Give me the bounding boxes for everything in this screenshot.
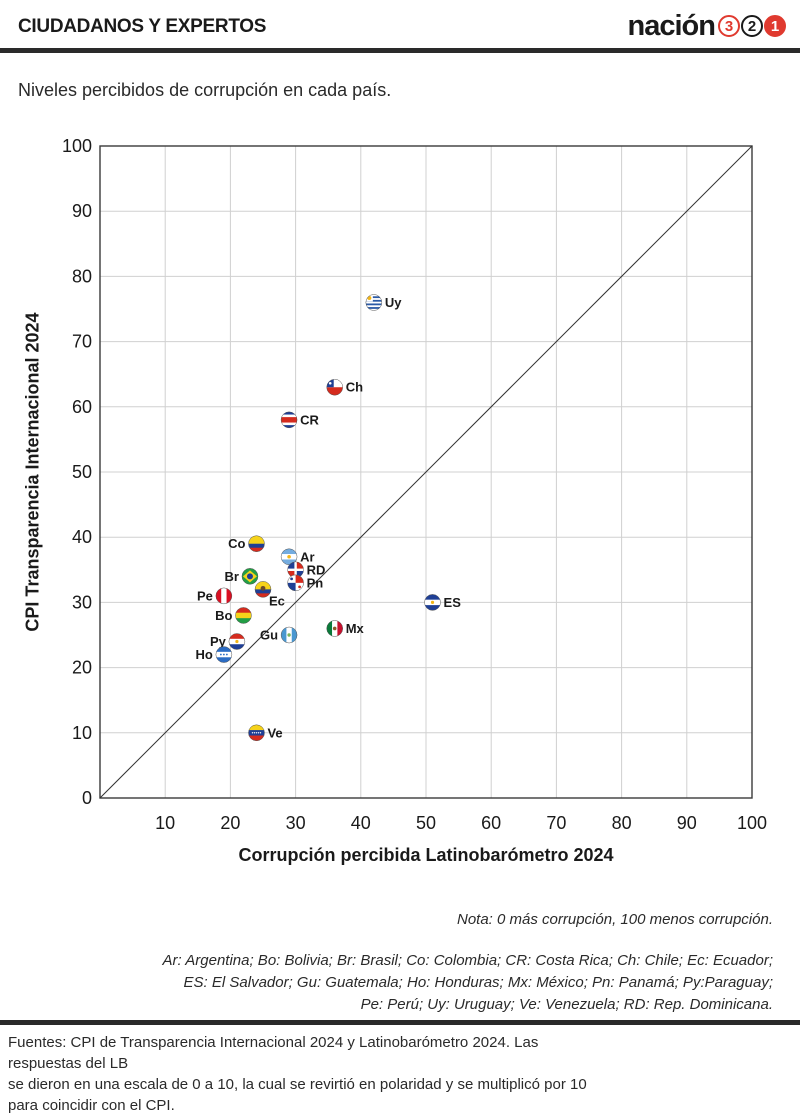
abbreviations-line: Ar: Argentina; Bo: Bolivia; Br: Brasil; … [162,952,773,969]
x-tick-label: 100 [737,813,767,833]
brand-logo: nación 3 2 1 [628,6,786,46]
x-tick-label: 90 [677,813,697,833]
data-point: Gu [260,626,298,644]
point-label: Pe [197,588,213,603]
data-point: Bo [215,607,252,624]
uruguay-flag-icon [365,294,382,311]
venezuela-flag-icon [248,724,265,741]
header-rule [0,48,800,53]
data-point: Pe [197,587,233,605]
point-label: Py [210,634,227,649]
point-label: Co [228,536,245,551]
bolivia-flag-icon [235,607,252,624]
guatemala-flag-icon [281,627,298,643]
x-tick-label: 30 [286,813,306,833]
point-label: RD [307,562,326,577]
y-tick-label: 70 [72,332,92,352]
y-tick-label: 50 [72,462,92,482]
reference-line-diagonal [99,145,753,799]
abbreviations-line: Pe: Perú; Uy: Uruguay; Ve: Venezuela; RD… [360,996,773,1013]
point-label: Bo [215,608,232,623]
scatter-chart: 0 10 20 30 40 50 60 70 80 90 100 10 20 30 40 50 60 70 80 90… [62,136,767,833]
plot-frame [99,145,753,799]
point-label: Uy [385,295,402,310]
brand-digit-3: 1 [764,15,786,37]
point-label: Ar [300,549,314,564]
data-point: Ho [196,646,233,663]
dominican-republic-flag-icon [287,561,304,578]
sources-line: se dieron en una escala de 0 a 10, la cu… [8,1076,587,1093]
mexico-flag-icon [326,620,343,637]
brand-digits: 3 2 1 [717,15,786,37]
honduras-flag-icon [215,646,232,663]
panama-flag-icon [287,574,304,591]
ecuador-flag-icon [255,581,271,598]
y-tick-label: 90 [72,201,92,221]
sources-line: Fuentes: CPI de Transparencia Internacio… [8,1034,539,1072]
point-label: Gu [260,628,278,643]
point-label: CR [300,412,319,427]
argentina-flag-icon [281,548,298,565]
data-point: Mx [326,620,365,637]
point-label: Ho [196,647,213,662]
abbreviations-legend: Ar: Argentina; Bo: Bolivia; Br: Brasil; … [33,950,773,1016]
x-tick-label: 50 [416,813,436,833]
el-salvador-flag-icon [424,594,441,611]
x-tick-label: 10 [155,813,175,833]
brand-digit-2: 2 [741,15,763,37]
point-label: Br [225,569,239,584]
data-point: ES [424,594,462,611]
chart-subtitle: Niveles percibidos de corrupción en cada… [18,80,392,100]
sources-text: Fuentes: CPI de Transparencia Internacio… [8,1032,598,1116]
data-point: RD [287,561,326,579]
colombia-flag-icon [248,535,265,552]
y-tick-label: 40 [72,527,92,547]
x-tick-label: 70 [546,813,566,833]
point-label: Mx [346,621,365,636]
header-section-label: CIUDADANOS Y EXPERTOS [18,16,267,37]
y-tick-label: 80 [72,266,92,286]
y-tick-label: 0 [82,788,92,808]
data-point: Pn [287,574,324,592]
chart-note: Nota: 0 más corrupción, 100 menos corrup… [457,911,773,928]
data-point: CR [280,411,319,429]
y-axis-label: CPI Transparencia Internacional 2024 [22,312,43,632]
point-label: Ec [269,593,285,608]
x-tick-label: 40 [351,813,371,833]
y-tick-label: 60 [72,397,92,417]
data-point: Py [210,633,246,650]
x-axis-label: Corrupción percibida Latinobarómetro 202… [238,845,614,865]
brand-name: nación [627,9,716,42]
data-point: Co [228,535,265,552]
data-point: Uy [365,294,402,311]
point-label: ES [444,595,462,610]
sources-line: para coincidir con el CPI. [8,1097,175,1114]
point-label: Ve [267,725,282,740]
y-tick-label: 30 [72,592,92,612]
brand-digit-1: 3 [718,15,740,37]
brazil-flag-icon [241,568,258,585]
data-point: Ve [248,724,283,742]
data-point: Ar [280,548,315,566]
point-label: Pn [307,575,324,590]
peru-flag-icon [215,587,232,604]
x-tick-label: 80 [612,813,632,833]
y-tick-label: 100 [62,136,92,156]
costa-rica-flag-icon [281,411,298,428]
x-tick-label: 60 [481,813,501,833]
data-point: Ec [254,581,285,608]
chile-flag-icon [326,379,343,396]
y-tick-label: 20 [72,658,92,678]
point-label: Ch [346,380,363,395]
paraguay-flag-icon [228,633,245,650]
y-tick-label: 10 [72,723,92,743]
data-point: Ch [326,378,363,396]
x-tick-label: 20 [220,813,240,833]
footer-rule [0,1020,800,1025]
abbreviations-line: ES: El Salvador; Gu: Guatemala; Ho: Hond… [183,974,773,991]
data-point: Br [225,568,259,585]
